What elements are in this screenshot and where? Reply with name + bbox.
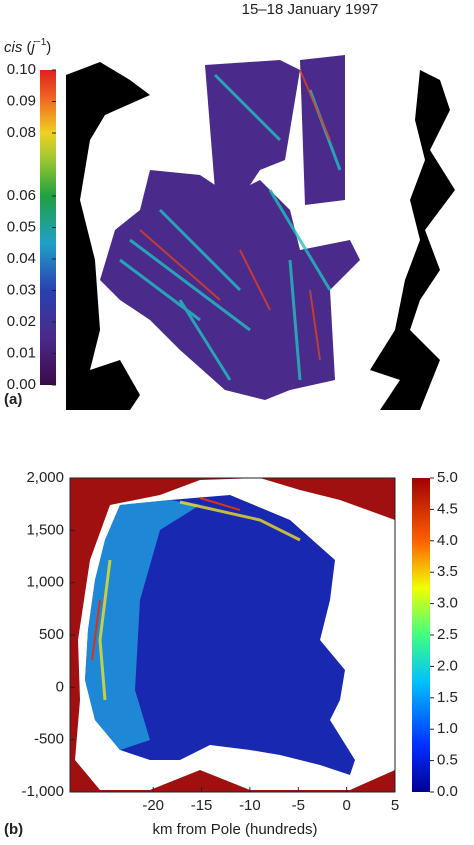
colorbar-tick-label: 0.5	[437, 752, 458, 769]
colorbar-tick-label: 3.0	[437, 595, 458, 612]
colorbar-label: cis (j−1)	[4, 37, 51, 56]
colorbar-tick-label: 0.08	[7, 124, 36, 141]
x-tick-label: -10	[239, 797, 261, 814]
plot-frame	[69, 477, 396, 793]
panel-label: (b)	[4, 821, 23, 838]
colorbar-tick-label: 0.04	[7, 250, 36, 267]
colorbar-tick-label: 4.5	[437, 500, 458, 517]
colorbar-tick-label: 3.5	[437, 563, 458, 580]
label-part: −1	[35, 37, 47, 48]
panel-title: 15–18 January 1997	[242, 1, 379, 18]
colorbar-tick-label: 0.0	[437, 783, 458, 800]
colorbar-tick-label: 0.09	[7, 92, 36, 109]
y-tick-label: 0	[56, 678, 64, 695]
colorbar-tick-label: 0.02	[7, 313, 36, 330]
colorbar-tick-label: 0.00	[7, 376, 36, 393]
colorbar-tick-label: 1.5	[437, 689, 458, 706]
colorbar-b	[412, 478, 430, 792]
x-tick-label: -5	[292, 797, 305, 814]
y-tick-label: 500	[39, 626, 64, 643]
colorbar-tick-label: 0.10	[7, 61, 36, 78]
panel-label: (a)	[4, 391, 22, 408]
colorbar-tick-label: 0.01	[7, 344, 36, 361]
colorbar-tick-label: 5.0	[437, 469, 458, 486]
y-tick-label: -1,000	[21, 783, 64, 800]
x-tick-label: -20	[142, 797, 164, 814]
y-tick-label: 2,000	[26, 469, 64, 486]
colorbar-tick-label: 0.06	[7, 187, 36, 204]
map-a	[66, 55, 455, 410]
x-axis-label: km from Pole (hundreds)	[152, 821, 317, 838]
y-tick-label: 1,000	[26, 574, 64, 591]
x-tick-label: 0	[342, 797, 350, 814]
map-b	[70, 478, 395, 792]
y-tick-label: -500	[34, 731, 64, 748]
label-part: cis	[4, 39, 23, 56]
label-part: j	[30, 39, 36, 56]
colorbar-tick-label: 1.0	[437, 720, 458, 737]
y-tick-label: 1,500	[26, 521, 64, 538]
label-part: )	[46, 39, 51, 56]
x-tick-label: 5	[391, 797, 399, 814]
label-part: (	[27, 39, 32, 56]
colorbar-tick-label: 2.0	[437, 657, 458, 674]
colorbar-tick-label: 4.0	[437, 532, 458, 549]
colorbar-a	[40, 70, 56, 385]
x-tick-label: -15	[191, 797, 213, 814]
colorbar-tick-label: 2.5	[437, 626, 458, 643]
colorbar-tick-label: 0.05	[7, 218, 36, 235]
colorbar-tick-label: 0.03	[7, 281, 36, 298]
